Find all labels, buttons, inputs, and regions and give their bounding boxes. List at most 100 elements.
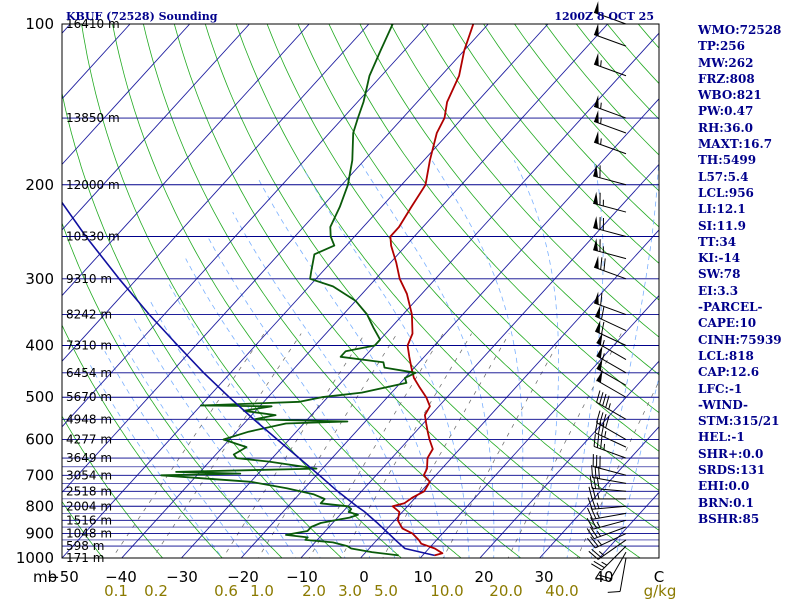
- mixing-ratio-line: [152, 333, 302, 558]
- pressure-unit-label: mb: [33, 568, 57, 586]
- stability-index-line: BSHR:85: [698, 511, 760, 526]
- wind-barb-half-flag: [600, 102, 602, 109]
- mixing-ratio-line: [382, 333, 510, 558]
- isotherm-line: [419, 294, 659, 558]
- height-label: 4277 m: [66, 433, 112, 447]
- wind-barb: [593, 95, 627, 119]
- wind-barb-half-flag: [608, 403, 611, 410]
- wind-barb-staff: [619, 557, 627, 592]
- wind-barb-staff: [593, 266, 627, 280]
- mixing-ratio-line: [111, 333, 265, 558]
- height-label: 13850 m: [66, 111, 120, 125]
- wind-barb-pennant: [594, 130, 599, 144]
- temperature-tick-label: C: [654, 568, 664, 586]
- moist-adiabat-line: [566, 160, 604, 558]
- stability-index-line: SHR+:0.0: [698, 446, 764, 461]
- mixing-ratio-tick-label: 10.0: [430, 582, 463, 600]
- wind-barb: [587, 533, 627, 549]
- wind-barb-half-flag: [597, 492, 600, 500]
- isotherm-line: [479, 360, 659, 558]
- wind-barb: [593, 216, 627, 237]
- dry-adiabat-line: [62, 500, 104, 558]
- stability-index-line: SRDS:131: [698, 463, 766, 478]
- isotherm-line: [121, 24, 608, 558]
- wind-barb-staff: [593, 302, 627, 316]
- height-label: 598 m: [66, 539, 104, 553]
- wind-barb-staff: [593, 63, 627, 77]
- wind-barb-staff: [596, 401, 627, 420]
- wind-barb-flag: [589, 476, 593, 489]
- wind-barb-staff: [592, 487, 627, 492]
- wind-barb-staff: [592, 512, 627, 520]
- isobars: [62, 23, 659, 559]
- wind-barb: [593, 23, 627, 47]
- wind-barb-flag: [601, 321, 605, 335]
- pressure-tick-label: 800: [25, 497, 54, 515]
- stability-index-line: TP:256: [698, 39, 746, 54]
- moist-adiabat-line: [185, 258, 371, 558]
- mixing-ratio-tick-label: 0.2: [144, 582, 168, 600]
- moist-adiabat-line: [104, 351, 248, 558]
- wind-barb-half-flag: [601, 561, 608, 566]
- moist-adiabat-line: [117, 333, 272, 558]
- stability-index-line: MAXT:16.7: [698, 137, 773, 152]
- wind-barb-half-flag: [597, 539, 602, 546]
- stability-index-line: EI:3.3: [698, 283, 739, 298]
- stability-index-line: MW:262: [698, 55, 754, 70]
- station-title: KBUF (72528) Sounding: [66, 10, 218, 23]
- wind-barb-pennant: [594, 291, 599, 305]
- wind-barb-flag: [596, 410, 601, 423]
- wind-barb-staff: [593, 141, 627, 155]
- stability-index-line: CINH:75939: [698, 332, 782, 347]
- parcel-path-line: [62, 201, 435, 557]
- mixing-ratio-line: [442, 333, 564, 558]
- wind-barb-pennant: [593, 191, 598, 205]
- dry-adiabat-line: [62, 324, 223, 558]
- wind-barb-half-flag: [596, 530, 602, 537]
- wind-barb-flag: [593, 476, 597, 489]
- sounding-time: 1200Z 8 OCT 25: [554, 10, 654, 23]
- wind-barb-staff: [593, 526, 627, 540]
- wind-barb: [593, 52, 627, 77]
- temperature-tick-label: −50: [47, 568, 79, 586]
- wind-barb-half-flag: [596, 521, 601, 528]
- stability-index-line: BRN:0.1: [698, 495, 754, 510]
- wind-barb: [594, 420, 627, 448]
- wind-barb-flag: [602, 414, 607, 427]
- wind-barb-half-flag: [596, 502, 600, 509]
- wind-barb: [594, 320, 627, 346]
- wind-barb-pennant: [594, 110, 599, 124]
- wind-barb-flag: [597, 422, 602, 435]
- wind-barb-flag: [596, 435, 600, 448]
- wind-barb-flag: [596, 390, 601, 403]
- mixing-ratio-line: [576, 380, 659, 558]
- mixing-ratio-tick-label: 5.0: [374, 582, 398, 600]
- height-label: 2004 m: [66, 499, 112, 513]
- mixing-ratio-tick-label: 2.0: [302, 582, 326, 600]
- wind-barb-staff: [596, 355, 627, 374]
- wind-barb: [593, 110, 627, 134]
- temperature-tick-label: −30: [166, 568, 198, 586]
- temperature-tick-label: −10: [286, 568, 318, 586]
- wind-barb-staff: [593, 11, 627, 25]
- wind-barb-flag: [593, 560, 605, 569]
- stability-index-line: WBO:821: [698, 88, 762, 103]
- wind-barb-flag: [601, 306, 605, 320]
- height-label: 1516 m: [66, 513, 112, 527]
- wind-barb-flag: [602, 393, 607, 406]
- profile-lines: [62, 24, 475, 557]
- wind-barb-staff: [596, 422, 627, 440]
- stability-index-line: FRZ:808: [698, 71, 755, 86]
- moist-adiabat-line: [258, 178, 445, 558]
- isotherm-line: [240, 98, 659, 558]
- stability-index-line: -WIND-: [698, 397, 748, 412]
- wind-barb-staff: [608, 551, 627, 582]
- wind-barb-pennant: [596, 358, 603, 371]
- wind-barb-half-flag: [604, 431, 607, 438]
- wind-barb: [593, 164, 627, 186]
- wind-barb-half-flag: [600, 117, 602, 124]
- pressure-tick-label: 900: [25, 525, 54, 543]
- mixing-ratio-tick-label: 0.1: [104, 582, 128, 600]
- height-label: 10530 m: [66, 229, 120, 243]
